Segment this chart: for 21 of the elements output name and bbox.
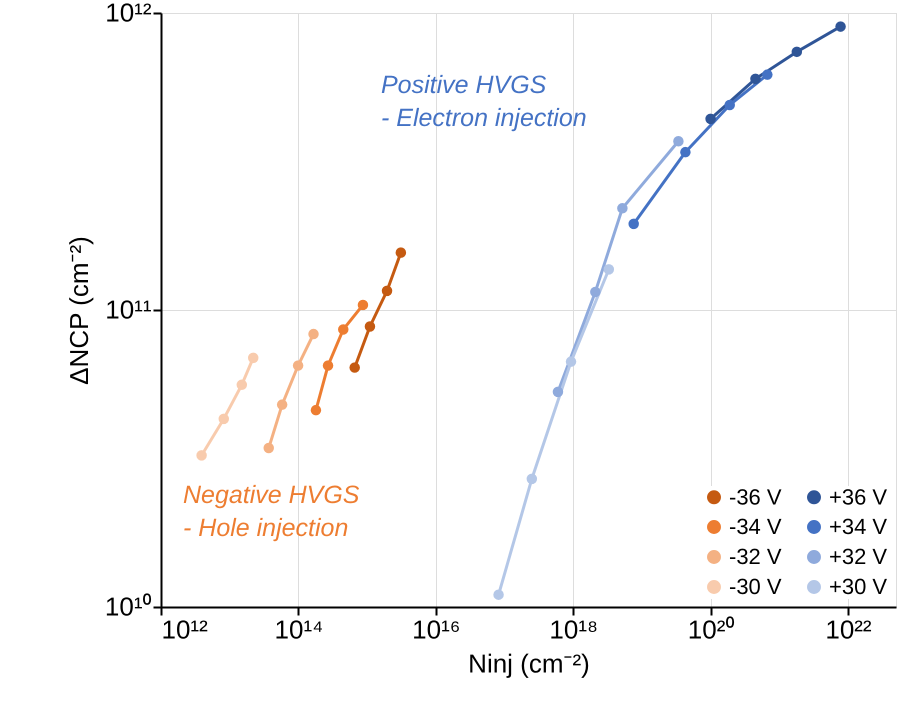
legend-label: -30 V bbox=[729, 574, 782, 599]
y-axis-title: ΔNCP (cm⁻²) bbox=[64, 236, 94, 385]
x-axis-title: Ninj (cm⁻²) bbox=[468, 648, 590, 678]
y-tick-label: 10¹² bbox=[105, 0, 152, 28]
x-tick-label: 10¹⁶ bbox=[412, 614, 460, 644]
legend-label: +36 V bbox=[829, 484, 888, 510]
legend-label: +30 V bbox=[829, 574, 888, 599]
x-tick-label: 10²² bbox=[825, 614, 872, 644]
legend-label: -36 V bbox=[729, 484, 782, 510]
x-tick-label: 10¹⁸ bbox=[549, 614, 598, 644]
x-tick-label: 10¹⁴ bbox=[274, 614, 324, 644]
x-tick-label: 10²⁰ bbox=[688, 614, 734, 644]
y-tick-label: 10¹¹ bbox=[105, 294, 152, 324]
annotation: Negative HVGS - Hole injection bbox=[183, 481, 360, 542]
legend-label: +34 V bbox=[829, 514, 888, 539]
x-tick-label: 10¹² bbox=[162, 614, 208, 644]
legend-label: -32 V bbox=[729, 544, 782, 569]
legend-label: +32 V bbox=[829, 544, 888, 569]
y-tick-label: 10¹⁰ bbox=[104, 592, 152, 622]
annotation: Positive HVGS - Electron injection bbox=[381, 71, 587, 132]
legend-label: -34 V bbox=[729, 514, 782, 539]
